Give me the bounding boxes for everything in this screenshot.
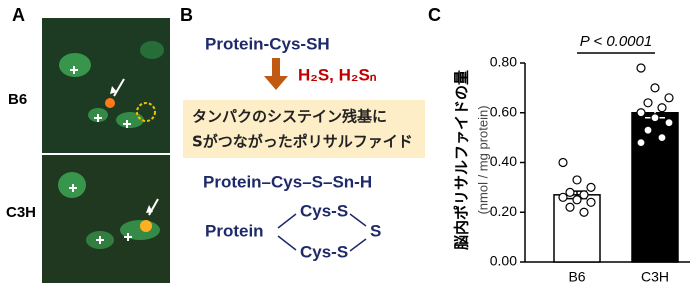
data-point (558, 192, 568, 202)
chart: C 脳内ポリサルファイドの量 (nmol / mg protein) P < 0… (428, 5, 655, 250)
data-point (586, 182, 596, 192)
y-tick-label: 0.00 (490, 253, 517, 269)
data-point (643, 125, 653, 135)
note-text: タンパクのシステイン残基に (192, 108, 387, 126)
data-point (579, 190, 589, 200)
note-text: Sがつながったポリサルファイド (192, 133, 413, 151)
data-point (586, 197, 596, 207)
data-point (565, 187, 575, 197)
micrograph (42, 18, 170, 283)
data-point (657, 133, 667, 143)
data-point (664, 93, 674, 103)
arrow (264, 58, 288, 90)
data-point (650, 83, 660, 93)
row-label: C3H (6, 204, 36, 221)
y-tick-label: 0.80 (490, 54, 517, 70)
data-point (579, 207, 589, 217)
reagent: H₂S, H₂Sₙ (298, 65, 377, 84)
data-point (572, 195, 582, 205)
data-point (636, 138, 646, 148)
ring-bond (277, 213, 367, 252)
panel-label: C (428, 5, 441, 25)
bar (631, 112, 679, 263)
y-axis-unit: (nmol / mg protein) (475, 105, 490, 214)
ring-cys: Cys-S (300, 242, 348, 261)
ring-cys: Cys-S (300, 201, 348, 220)
product: Protein–Cys–S–Sn-H (203, 172, 372, 191)
x-tick-label: C3H (641, 269, 669, 285)
data-point (558, 157, 568, 168)
data-point (572, 175, 582, 185)
data-point (650, 113, 660, 123)
reactant: Protein-Cys-SH (205, 34, 330, 53)
ring-protein: Protein (205, 221, 264, 240)
data-point (565, 202, 575, 212)
y-tick-label: 0.20 (490, 203, 517, 219)
data-point (643, 98, 653, 108)
x-tick-label: B6 (568, 269, 585, 285)
annotation: P < 0.0001 (580, 33, 652, 50)
y-axis-title: 脳内ポリサルファイドの量 (453, 70, 471, 250)
data-point (664, 118, 674, 128)
panel-label: A (12, 5, 25, 25)
data-point (636, 63, 646, 73)
y-tick-label: 0.40 (490, 153, 517, 169)
note-box (183, 100, 425, 158)
panel-label: B (180, 5, 193, 25)
row-label: B6 (8, 91, 27, 108)
data-point (657, 103, 667, 113)
data-point (636, 108, 646, 118)
y-tick-label: 0.60 (490, 103, 517, 119)
ring-s: S (370, 221, 381, 240)
